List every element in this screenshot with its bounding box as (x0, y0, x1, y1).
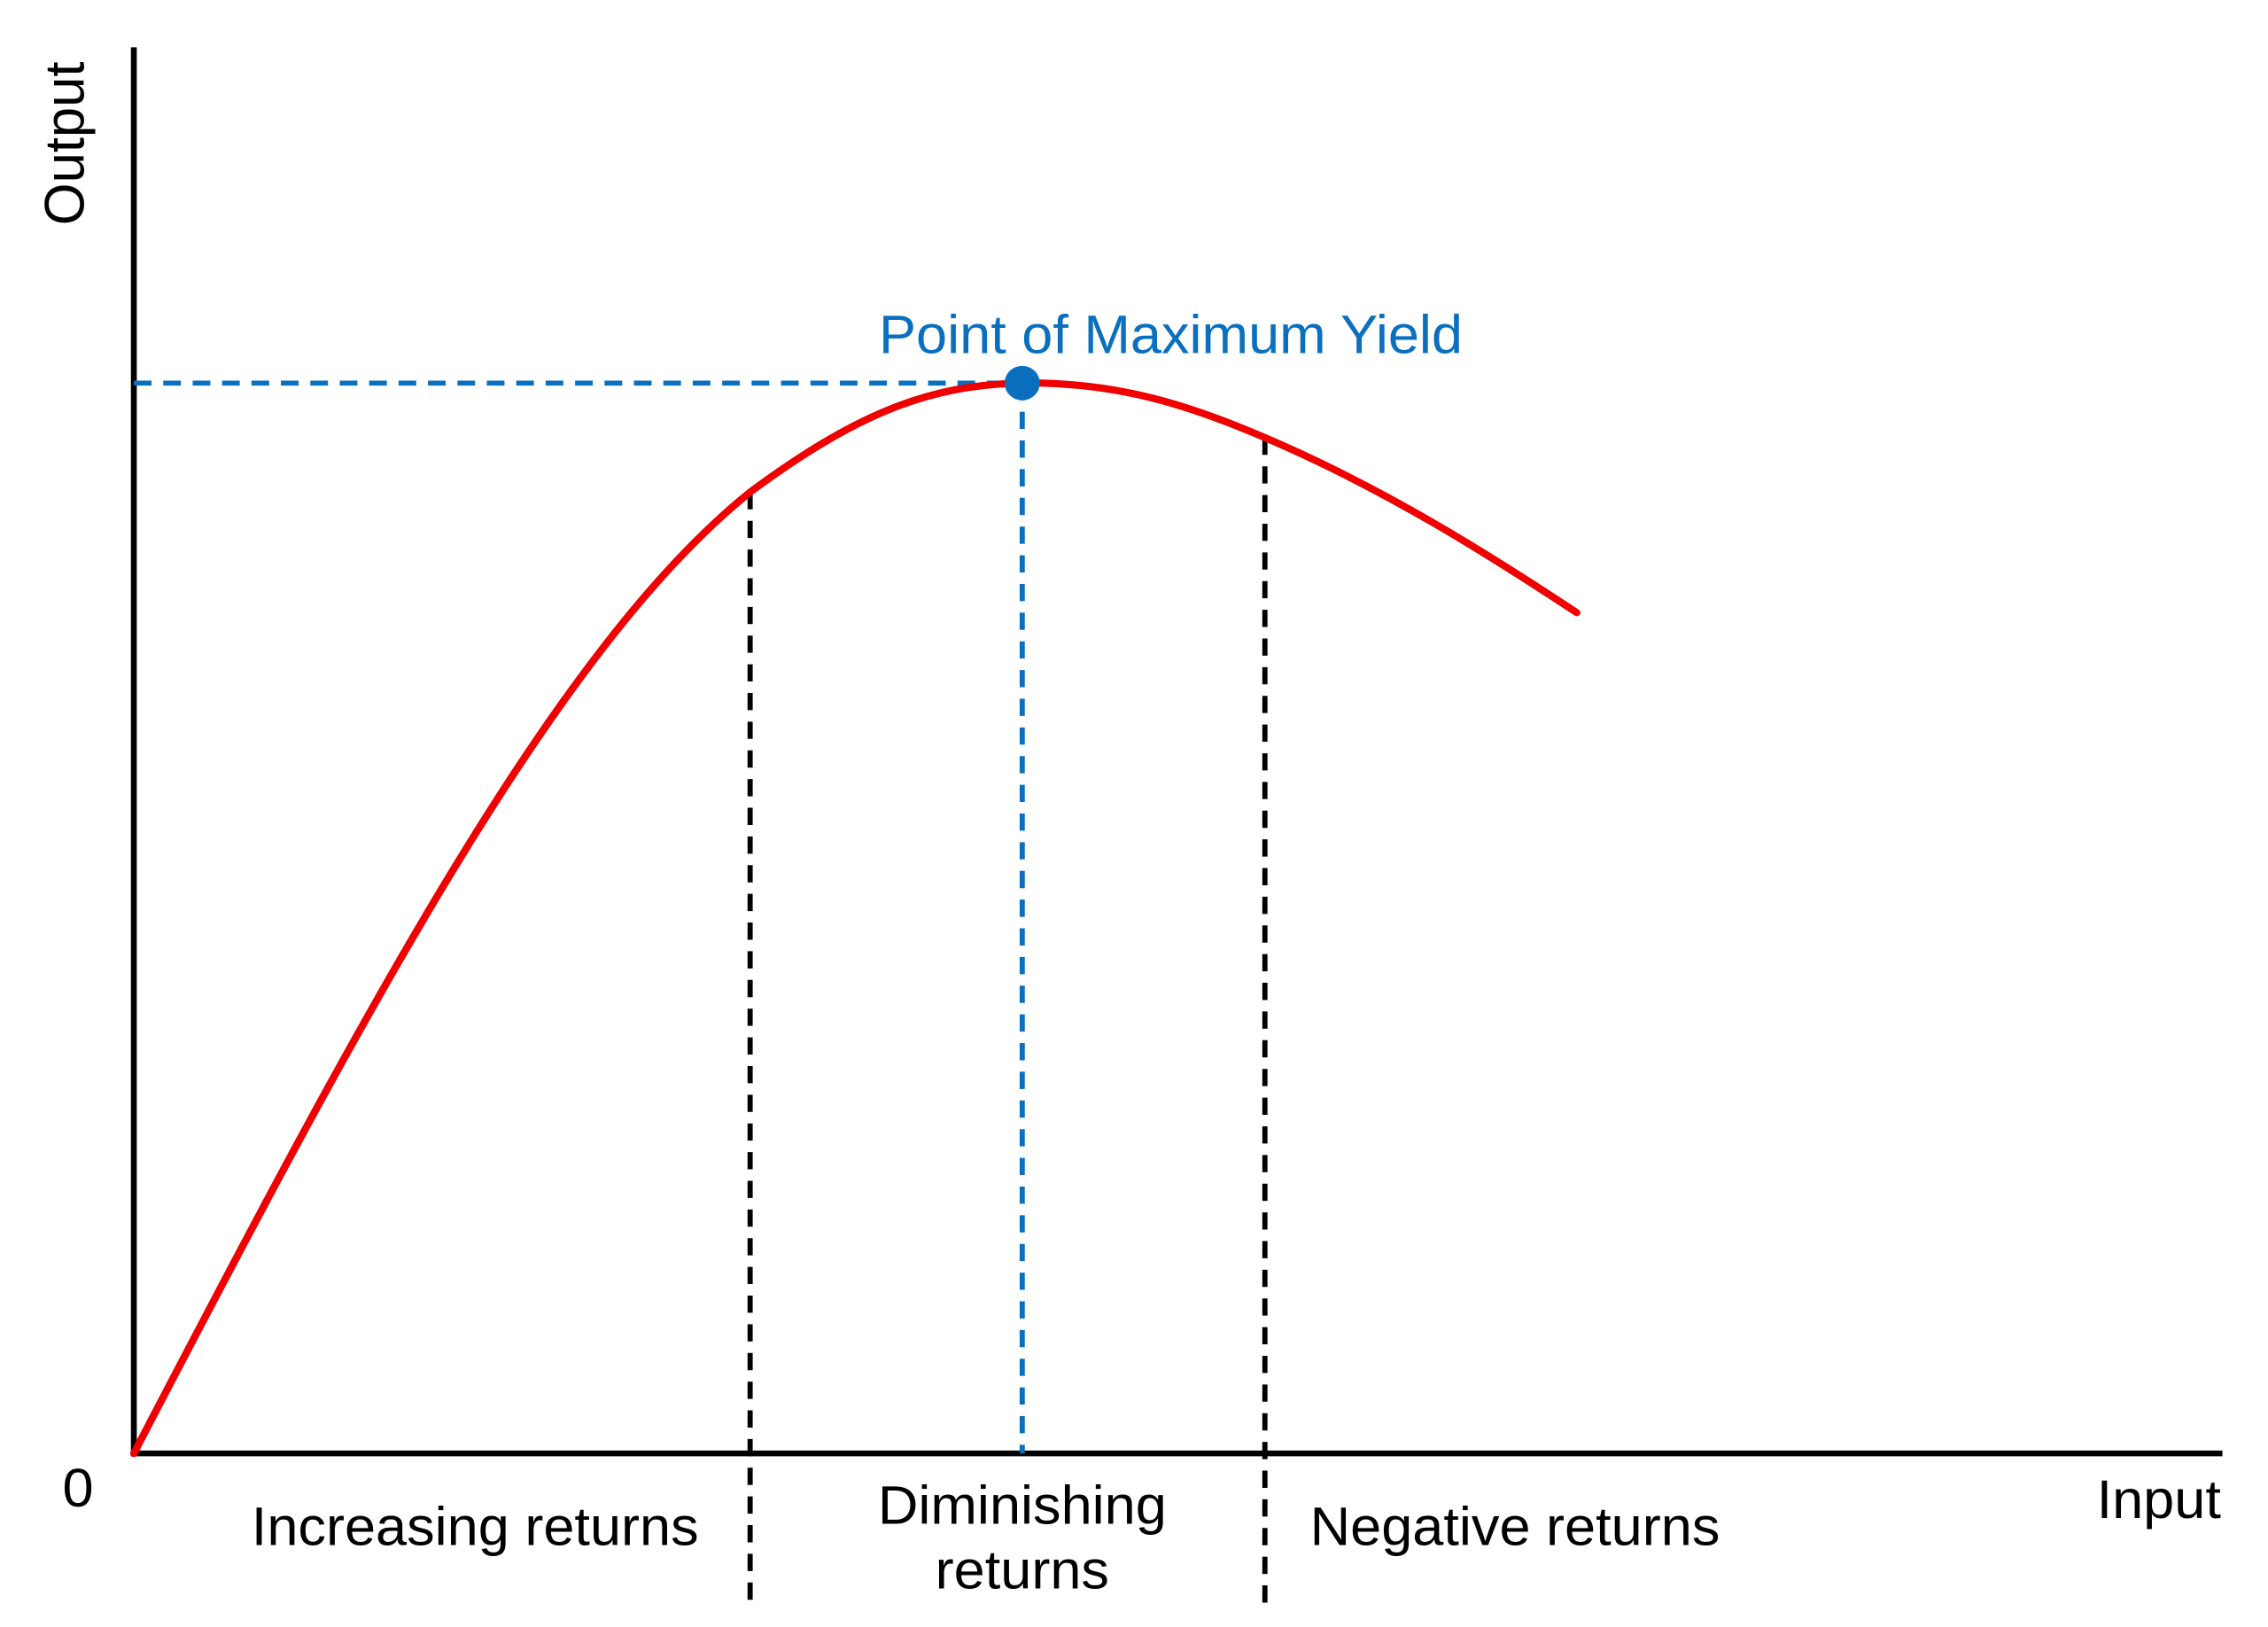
region-label: Negative returns (1310, 1497, 1720, 1557)
production-curve (129, 379, 1581, 1458)
y-axis-label: Output (35, 62, 97, 226)
region-label: Increasing returns (252, 1497, 699, 1557)
region-label: Diminishing (878, 1475, 1167, 1536)
annotation: Point of Maximum Yield (879, 305, 1463, 365)
x-axis-label: Input (2097, 1470, 2221, 1530)
region-label: returns (936, 1540, 1109, 1600)
max-yield-point (1004, 365, 1040, 401)
origin-label: 0 (62, 1459, 93, 1519)
